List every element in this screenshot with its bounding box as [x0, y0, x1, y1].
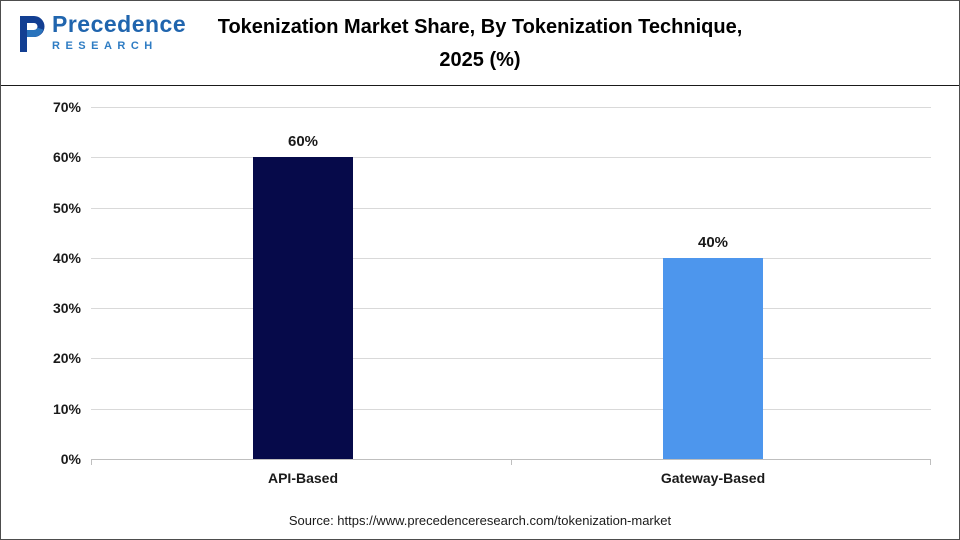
- gridline: [91, 207, 931, 209]
- x-axis-tick: [930, 459, 931, 465]
- chart-title: Tokenization Market Share, By Tokenizati…: [1, 11, 959, 77]
- bar-gateway-based[interactable]: [663, 257, 763, 459]
- source-text: Source: https://www.precedenceresearch.c…: [288, 513, 672, 528]
- brand-logo-text: Precedence RESEARCH: [52, 13, 186, 52]
- y-axis-tick-label: 30%: [52, 300, 81, 317]
- y-axis-tick-label: 20%: [52, 350, 81, 367]
- chart-title-line1: Tokenization Market Share, By Tokenizati…: [217, 16, 743, 38]
- bar-value-label-api-based: 60%: [287, 133, 319, 151]
- y-axis-tick-label: 0%: [60, 451, 81, 467]
- gridline: [91, 358, 931, 360]
- x-axis-label-api-based: API-Based: [267, 470, 339, 486]
- bar-value-label-gateway-based: 40%: [697, 233, 729, 251]
- brand-logo-p-icon: [20, 16, 45, 52]
- bar-chart: 70% 60% 50% 40% 30% 20% 10% 0% 60% 40% API-Base…: [1, 86, 959, 539]
- x-axis-label-gateway-based: Gateway-Based: [660, 470, 766, 486]
- gridline: [91, 257, 931, 259]
- y-axis: 70% 60% 50% 40% 30% 20% 10% 0%: [1, 99, 81, 467]
- y-axis-tick-label: 60%: [52, 149, 81, 166]
- bar-api-based[interactable]: [253, 157, 353, 459]
- x-axis-tick: [91, 459, 92, 465]
- brand-name: Precedence: [52, 11, 187, 37]
- y-axis-tick-label: 50%: [52, 199, 81, 216]
- brand-logo: Precedence RESEARCH: [15, 13, 186, 53]
- brand-subtitle: RESEARCH: [52, 40, 158, 52]
- x-axis-tick: [511, 459, 512, 465]
- gridline: [91, 107, 931, 108]
- plot-area: 60% 40%: [91, 107, 931, 460]
- y-axis-tick-label: 70%: [52, 99, 81, 115]
- y-axis-tick-label: 40%: [52, 249, 81, 266]
- bar-group-api-based: 60%: [253, 107, 353, 459]
- bar-group-gateway-based: 40%: [663, 107, 763, 459]
- chart-title-line2: 2025 (%): [439, 49, 521, 71]
- gridline: [91, 308, 931, 310]
- y-axis-tick-label: 10%: [52, 400, 81, 417]
- header: Precedence RESEARCH Tokenization Market …: [1, 1, 959, 86]
- gridline: [91, 408, 931, 410]
- gridline: [91, 157, 931, 159]
